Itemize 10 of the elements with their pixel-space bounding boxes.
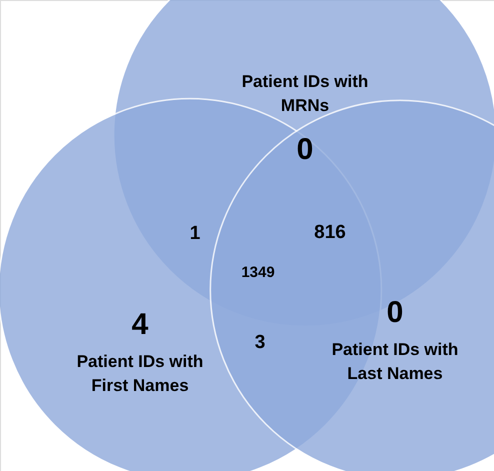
text: 1 [190, 223, 201, 244]
data-label: 4 [132, 308, 149, 341]
category-label: Patient IDs with MRNs [242, 72, 368, 115]
data-label: 0 [296, 133, 314, 166]
text: 816 [314, 222, 346, 243]
text: 3 [254, 332, 266, 353]
category-label: Patient IDs with Last Names [332, 340, 458, 383]
text: 1349 [241, 264, 275, 281]
data-label: 0 [386, 296, 404, 329]
category-label: Patient IDs with First Names [76, 352, 204, 395]
